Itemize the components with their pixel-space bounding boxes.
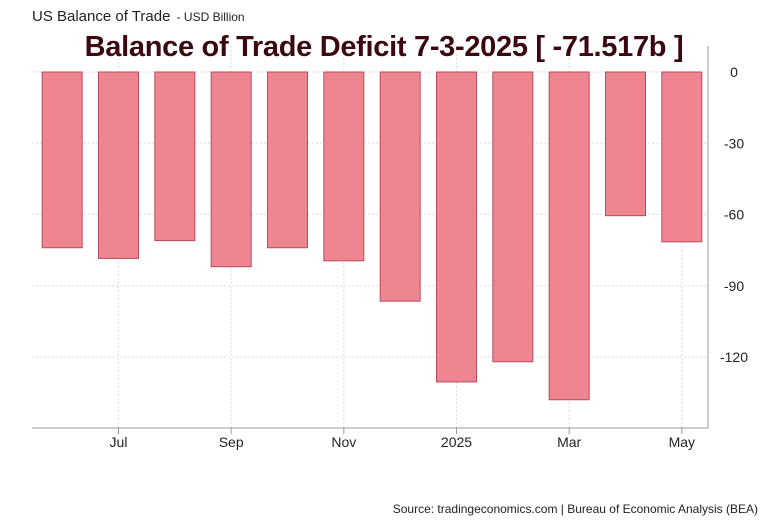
bar-feb-2025 xyxy=(492,71,534,363)
chart-title-text: US Balance of Trade xyxy=(32,8,171,25)
y-tick-label: -90 xyxy=(724,278,744,294)
x-tick-label: Nov xyxy=(331,434,356,450)
y-tick-label: -60 xyxy=(724,207,744,223)
x-tick-label: May xyxy=(669,434,695,450)
bar-oct-2024 xyxy=(267,71,308,249)
chart-title: US Balance of Trade - USD Billion xyxy=(32,8,245,25)
bar-sep-2024 xyxy=(210,71,252,268)
bar-may-2025 xyxy=(661,71,703,243)
bar-jan-2025 xyxy=(436,71,477,383)
bar-jul-2024 xyxy=(98,71,139,259)
source-credit: Source: tradingeconomics.com | Bureau of… xyxy=(392,502,758,516)
bar-mar-2025 xyxy=(548,71,590,401)
y-tick-label: 0 xyxy=(730,64,738,80)
y-tick-label: -30 xyxy=(724,135,744,151)
x-tick-label: Mar xyxy=(557,434,581,450)
y-tick-label: -120 xyxy=(720,349,748,365)
x-tick-label: 2025 xyxy=(441,434,472,450)
bar-nov-2024 xyxy=(323,71,365,262)
bar-aug-2024 xyxy=(154,71,196,242)
bar-dec-2024 xyxy=(379,71,421,302)
bar-jun-2024 xyxy=(41,71,83,249)
chart-unit: - USD Billion xyxy=(176,10,245,24)
bar-apr-2025 xyxy=(605,71,646,217)
x-tick-label: Jul xyxy=(110,434,128,450)
overlay-title: Balance of Trade Deficit 7-3-2025 [ -71.… xyxy=(84,31,684,63)
x-tick-label: Sep xyxy=(219,434,244,450)
